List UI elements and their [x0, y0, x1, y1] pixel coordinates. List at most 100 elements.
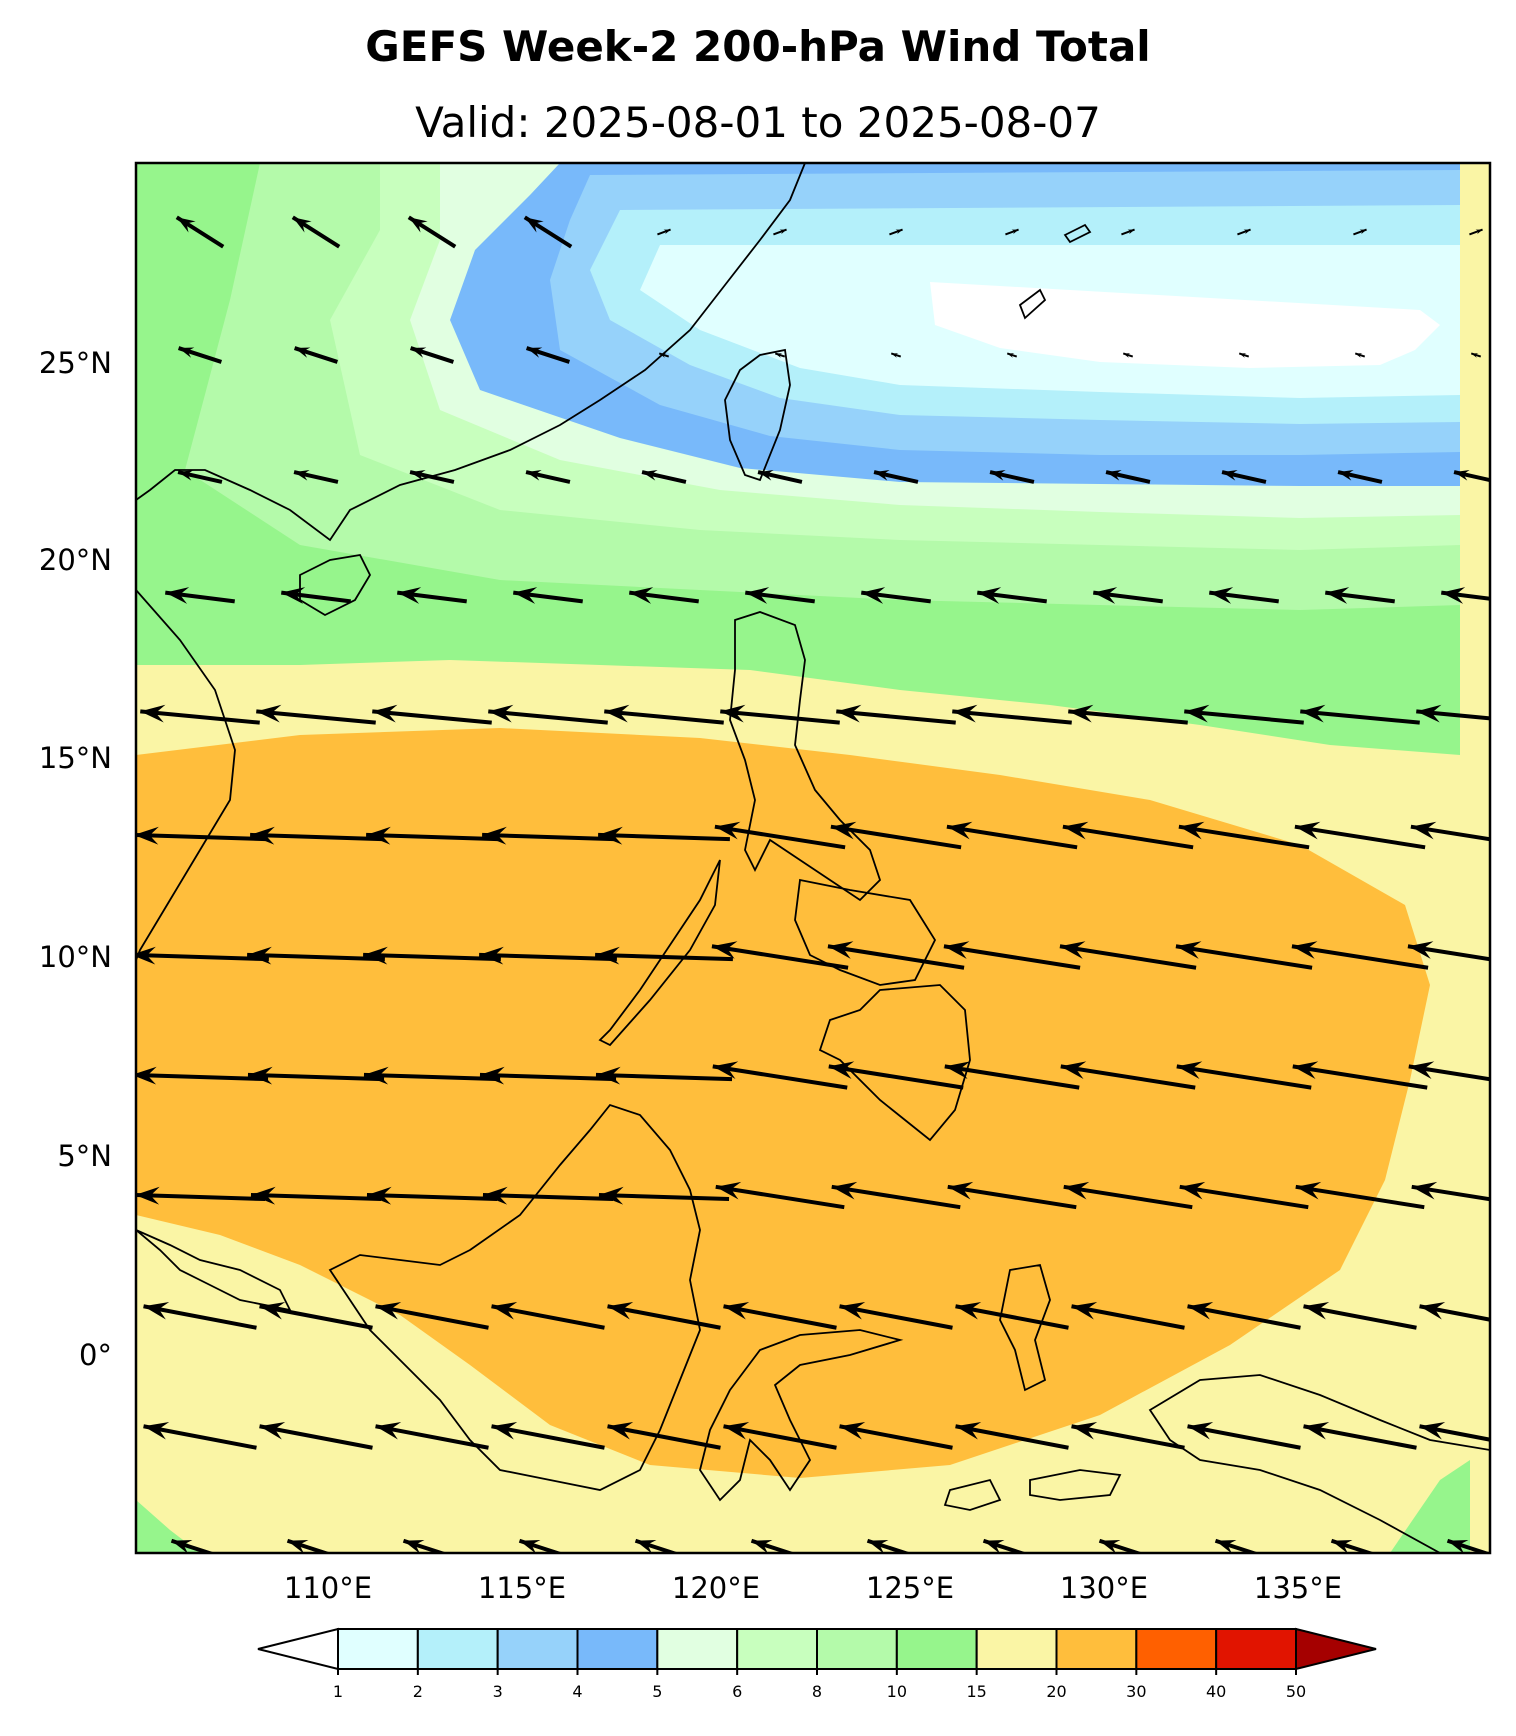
wind-vector-head — [836, 704, 862, 723]
wind-vector-head — [513, 587, 538, 604]
wind-vector — [1063, 1184, 1193, 1210]
wind-vector-head — [598, 826, 623, 845]
colorbar-cell — [337, 1628, 419, 1670]
wind-vector-head — [178, 470, 194, 481]
wind-vector-head — [642, 470, 658, 481]
colorbar-tick-label: 3 — [493, 1682, 503, 1701]
wind-vector — [140, 709, 260, 725]
wind-vector-head — [143, 1422, 170, 1440]
wind-vector — [375, 1304, 489, 1330]
wind-vector-head — [250, 826, 275, 845]
wind-vector — [366, 1192, 498, 1202]
wind-vector-head — [287, 1539, 309, 1553]
vietnam-coast — [136, 589, 236, 961]
wind-vector — [946, 824, 1078, 850]
colorbar-tick-label: 1 — [333, 1682, 343, 1701]
wind-vector — [491, 1304, 605, 1330]
wind-vector-head — [524, 217, 544, 233]
colorbar-tick-label: 2 — [413, 1682, 423, 1701]
wind-vector-head — [176, 217, 196, 233]
wind-vector — [256, 709, 376, 725]
wind-vector-head — [479, 1066, 505, 1085]
coastlines — [136, 163, 1490, 1553]
lon-label-130e: 130°E — [1060, 1571, 1148, 1605]
wind-vector-head — [136, 826, 159, 845]
wind-vector — [136, 952, 269, 962]
wind-vector-head — [711, 941, 738, 959]
wind-vector — [839, 1424, 953, 1450]
colorbar-over-triangle — [1295, 1627, 1377, 1671]
wind-vector-head — [839, 1422, 866, 1440]
amami-island — [1063, 223, 1092, 244]
wind-vector — [247, 952, 385, 962]
wind-vector — [136, 832, 266, 842]
wind-vector — [944, 1064, 1080, 1090]
wind-vector-head — [659, 353, 667, 358]
wind-vector — [595, 952, 733, 962]
wind-vector — [375, 1424, 489, 1450]
wind-vector-head — [1454, 470, 1470, 481]
wind-vector-head — [1106, 470, 1122, 481]
wind-vector-head — [366, 1186, 392, 1205]
wind-vector-head — [720, 704, 746, 723]
wind-vector — [947, 1184, 1077, 1210]
okinawa-island — [1018, 288, 1047, 320]
wind-vector-head — [1063, 1181, 1090, 1200]
wind-vector-head — [1355, 353, 1363, 358]
lon-axis-labels: 110°E 115°E 120°E 125°E 130°E 135°E — [284, 1571, 1342, 1605]
map-frame — [134, 161, 1492, 1555]
lon-label-125e: 125°E — [866, 1571, 954, 1605]
wind-vector-head — [281, 587, 306, 604]
wind-vector-head — [714, 821, 741, 840]
colorbar-under-triangle — [257, 1627, 339, 1671]
wind-vector — [1068, 709, 1188, 725]
wind-vector-head — [758, 470, 774, 481]
wind-vector-head — [607, 1302, 634, 1320]
wind-vector-head — [136, 1186, 160, 1205]
wind-vector — [598, 1192, 730, 1202]
wind-vector-head — [1187, 1422, 1214, 1440]
wind-vector — [952, 709, 1072, 725]
wind-vector — [604, 709, 724, 725]
colorbar-tick-label: 50 — [1286, 1682, 1306, 1701]
wind-vector-head — [595, 946, 620, 965]
wind-vector — [482, 832, 614, 842]
wind-vector-head — [1419, 1422, 1446, 1440]
wind-vector-head — [723, 1422, 750, 1440]
wind-vector — [1060, 1064, 1196, 1090]
lat-label-0: 0° — [79, 1338, 112, 1372]
wind-vector-head — [663, 229, 671, 235]
wind-vector — [479, 952, 617, 962]
wind-vector — [712, 1064, 848, 1090]
wind-vector — [831, 1184, 961, 1210]
wind-vector-head — [955, 1302, 982, 1320]
colorbar-tick-label: 10 — [887, 1682, 907, 1701]
wind-vector-head — [955, 1422, 982, 1440]
wind-vector-head — [1359, 229, 1367, 235]
colorbar-cell — [1055, 1628, 1138, 1670]
wind-vector-head — [292, 217, 312, 233]
wind-vector-head — [479, 946, 504, 965]
wind-vector-head — [1325, 587, 1350, 604]
wind-vector — [827, 944, 965, 970]
wind-vector-head — [874, 470, 890, 481]
wind-vector — [1175, 944, 1313, 970]
wind-vector-head — [375, 1422, 402, 1440]
shading-10-15-sw — [136, 1500, 200, 1553]
wind-vector-head — [1060, 1061, 1087, 1079]
wind-vector-head — [1408, 1061, 1435, 1079]
lat-label-15n: 15°N — [39, 741, 112, 775]
wind-vector-head — [1178, 821, 1205, 840]
colorbar-cell — [1215, 1628, 1297, 1670]
wind-vector — [1071, 1424, 1185, 1450]
wind-vector-head — [952, 704, 978, 723]
wind-vector-head — [363, 1066, 389, 1085]
wind-vector — [247, 1072, 385, 1082]
wind-vector — [136, 1192, 266, 1202]
wind-vector-head — [1222, 470, 1238, 481]
wind-vector — [143, 1304, 257, 1330]
wind-vector — [1295, 1184, 1425, 1210]
taiwan-island — [724, 348, 791, 482]
halmahera-island — [999, 1263, 1051, 1392]
wind-vector-head — [375, 1302, 402, 1320]
